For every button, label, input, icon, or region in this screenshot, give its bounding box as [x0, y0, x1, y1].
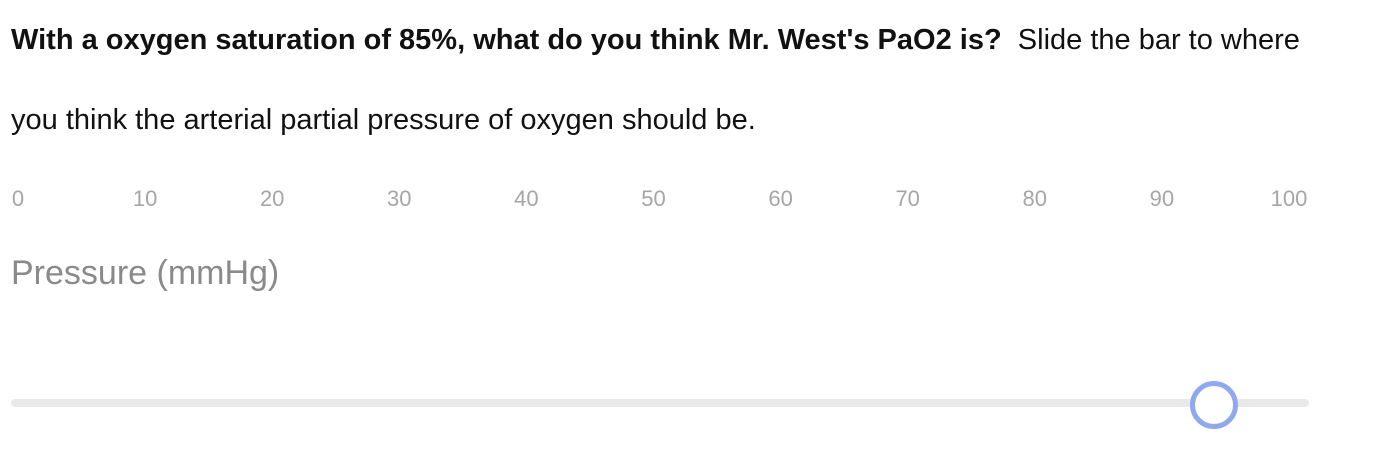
scale-tick-0: 0 — [11, 186, 25, 211]
scale-tick-80: 80 — [1022, 186, 1048, 211]
slider-thumb[interactable] — [1190, 381, 1239, 429]
scale-tick-30: 30 — [387, 186, 412, 211]
scale-tick-40: 40 — [514, 186, 539, 211]
scale-tick-10: 10 — [132, 186, 158, 211]
scale-tick-90: 90 — [1149, 186, 1175, 211]
question-instruction-text: Slide the bar to where you think the art… — [11, 24, 1300, 136]
pressure-scale: 0 10 20 30 40 50 60 70 80 90 100 — [0, 186, 1396, 216]
pressure-slider[interactable] — [11, 378, 1309, 429]
question-text: With a oxygen saturation of 85%, what do… — [11, 0, 1341, 160]
pressure-label: Pressure (mmHg) — [11, 254, 280, 292]
scale-tick-100: 100 — [1270, 186, 1308, 211]
scale-tick-50: 50 — [641, 186, 666, 211]
slider-track[interactable] — [11, 399, 1309, 407]
question-bold-text: With a oxygen saturation of 85%, what do… — [11, 24, 1002, 56]
scale-tick-60: 60 — [768, 186, 793, 211]
scale-tick-70: 70 — [895, 186, 920, 211]
scale-tick-20: 20 — [259, 186, 285, 211]
